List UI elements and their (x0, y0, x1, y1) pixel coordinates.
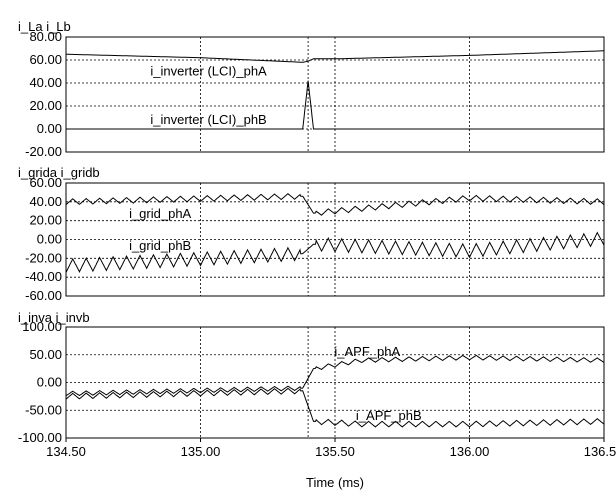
y-tick-label: 100.00 (22, 319, 62, 334)
series-line-i-apf-pha (65, 354, 605, 397)
series-label: i_inverter (LCI)_phB (150, 112, 266, 127)
y-tick-label: 20.00 (29, 213, 62, 228)
y-tick-label: 40.00 (29, 194, 62, 209)
y-tick-label: -60.00 (25, 288, 62, 303)
panel-1 (65, 36, 605, 153)
y-tick-label: 20.00 (29, 98, 62, 113)
series-line-i-inverter-lci-pha (66, 50, 604, 63)
x-tick-label: 135.00 (181, 444, 221, 459)
y-tick-label: -40.00 (25, 269, 62, 284)
panel-title: i_inva i_invb (18, 310, 90, 325)
y-tick-label: 0.00 (37, 375, 62, 390)
y-tick-label: -20.00 (25, 144, 62, 159)
x-tick-label: 135.50 (315, 444, 355, 459)
panel-2 (65, 182, 605, 297)
panel-title: i_grida i_gridb (18, 165, 100, 180)
panel-3 (65, 326, 605, 439)
series-label: i_grid_phA (129, 206, 191, 221)
y-tick-label: 80.00 (29, 29, 62, 44)
y-tick-label: 50.00 (29, 347, 62, 362)
x-tick-label: 134.50 (46, 444, 86, 459)
y-tick-label: -20.00 (25, 250, 62, 265)
y-tick-label: -50.00 (25, 402, 62, 417)
panel-title: i_La i_Lb (18, 19, 71, 34)
y-tick-label: 0.00 (37, 121, 62, 136)
y-tick-label: 0.00 (37, 232, 62, 247)
series-label: i_grid_phB (129, 238, 191, 253)
series-line-i-apf-phb (65, 387, 605, 428)
y-tick-label: -100.00 (18, 430, 62, 445)
x-tick-label: 136.00 (450, 444, 490, 459)
x-axis-label: Time (ms) (306, 475, 364, 490)
series-label: i_inverter (LCI)_phA (150, 64, 267, 79)
series-label: i_APF_phB (356, 408, 422, 423)
series-line-i-inverter-lci-phb (66, 80, 604, 130)
series-line-i-grid-pha (65, 193, 605, 216)
y-tick-label: 60.00 (29, 175, 62, 190)
series-line-i-grid-phb (65, 231, 605, 273)
x-tick-label: 136.5 (584, 444, 616, 459)
y-tick-label: 60.00 (29, 52, 62, 67)
series-label: i_APF_phA (334, 344, 400, 359)
y-tick-label: 40.00 (29, 75, 62, 90)
